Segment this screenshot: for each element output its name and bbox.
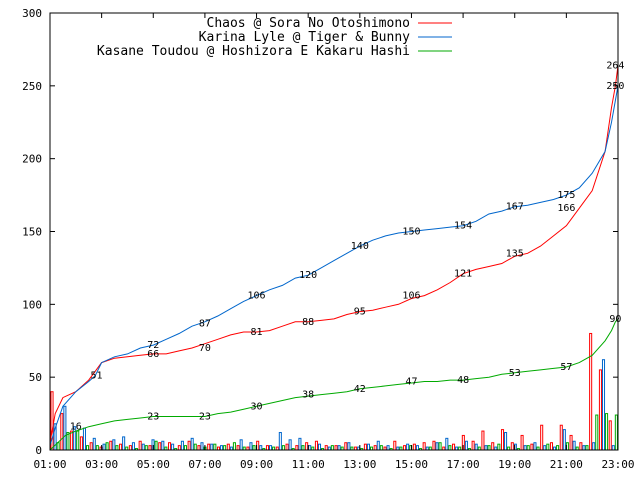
y-tick-label: 200 (22, 153, 42, 166)
data-label: 166 (557, 203, 575, 214)
x-tick-label: 21:00 (550, 458, 583, 471)
data-label: 51 (90, 371, 102, 382)
y-tick-label: 300 (22, 7, 42, 20)
x-tick-label: 23:00 (601, 458, 634, 471)
data-label: 167 (506, 202, 524, 213)
data-label: 140 (351, 241, 369, 252)
series-line (49, 65, 619, 443)
data-label: 38 (302, 390, 314, 401)
data-label: 90 (609, 314, 621, 325)
series-line (49, 318, 619, 451)
data-label: 120 (299, 270, 317, 281)
data-label: 23 (147, 411, 159, 422)
data-label: 106 (248, 291, 266, 302)
data-label: 30 (251, 401, 263, 412)
series-line (49, 85, 619, 446)
data-label: 150 (402, 227, 420, 238)
legend-entry: Kasane Toudou @ Hoshizora E Kakaru Hashi (97, 44, 410, 59)
data-label: 53 (509, 368, 521, 379)
legend-entry: Chaos @ Sora No Otoshimono (207, 16, 411, 31)
data-label: 47 (405, 377, 417, 388)
legend-entry: Karina Lyle @ Tiger & Bunny (199, 30, 410, 45)
data-label: 88 (302, 317, 314, 328)
data-label: 87 (199, 318, 211, 329)
x-tick-label: 05:00 (137, 458, 170, 471)
x-tick-label: 11:00 (292, 458, 325, 471)
data-label: 121 (454, 269, 472, 280)
y-tick-label: 0 (35, 444, 42, 457)
x-tick-label: 07:00 (188, 458, 221, 471)
x-tick-label: 19:00 (498, 458, 531, 471)
y-axis: 0 50 100 150 200 250 300 (22, 7, 618, 457)
x-tick-label: 17:00 (447, 458, 480, 471)
data-label: 66 (147, 349, 159, 360)
cumulative-lines (49, 65, 619, 451)
data-label: 81 (251, 327, 263, 338)
data-label: 106 (402, 291, 420, 302)
data-label: 72 (147, 340, 159, 351)
data-label: 48 (457, 375, 469, 386)
x-tick-label: 09:00 (240, 458, 273, 471)
data-label: 175 (557, 190, 575, 201)
y-tick-label: 100 (22, 298, 42, 311)
data-label: 135 (506, 248, 524, 259)
data-label: 95 (354, 307, 366, 318)
data-label: 154 (454, 221, 472, 232)
x-tick-label: 15:00 (395, 458, 428, 471)
y-tick-label: 150 (22, 226, 42, 239)
y-tick-label: 250 (22, 80, 42, 93)
x-tick-label: 01:00 (33, 458, 66, 471)
data-label: 42 (354, 384, 366, 395)
data-label: 264 (606, 60, 624, 71)
data-label: 16 (70, 422, 82, 433)
x-tick-label: 03:00 (85, 458, 118, 471)
x-tick-label: 13:00 (343, 458, 376, 471)
data-label: 70 (199, 343, 211, 354)
data-label: 57 (560, 362, 572, 373)
data-label: 23 (199, 411, 211, 422)
x-axis: 01:00 03:00 05:00 07:00 09:00 11:00 13:00 15:00… (33, 13, 635, 471)
y-tick-label: 50 (29, 371, 42, 384)
